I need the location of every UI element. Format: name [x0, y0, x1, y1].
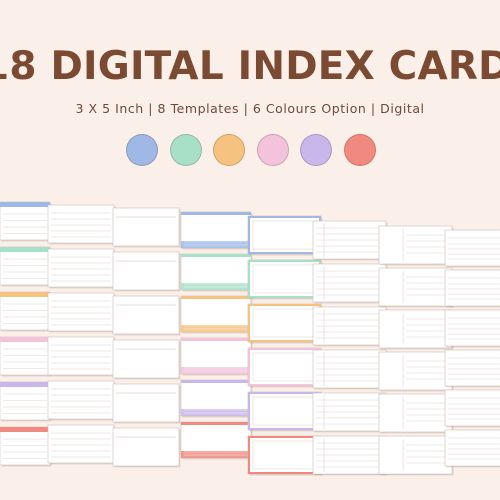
index-card	[247, 391, 323, 432]
card-colour-band	[181, 325, 251, 332]
index-card	[312, 306, 388, 347]
index-card	[180, 421, 253, 460]
index-card	[312, 263, 388, 304]
index-card	[112, 207, 181, 248]
index-card	[0, 336, 52, 377]
index-card	[47, 292, 116, 333]
index-card	[180, 295, 253, 334]
index-card	[47, 424, 116, 465]
index-card	[378, 267, 454, 308]
index-card	[180, 337, 253, 376]
index-card	[378, 393, 454, 434]
index-card	[47, 204, 116, 245]
index-card	[0, 381, 52, 422]
colour-swatch-pink	[256, 134, 289, 166]
index-card	[378, 309, 454, 350]
index-card	[180, 379, 253, 418]
colour-swatch-blue	[126, 134, 158, 166]
card-column-plain-grid	[444, 229, 500, 468]
index-card	[47, 380, 116, 421]
index-card	[312, 220, 388, 261]
index-card	[312, 392, 388, 433]
index-card	[180, 211, 253, 250]
card-column-band-bottom	[180, 211, 253, 460]
index-card	[0, 291, 52, 332]
colour-swatch-green	[169, 134, 202, 166]
card-colour-band	[181, 422, 251, 425]
index-card	[247, 303, 323, 344]
index-card	[444, 269, 500, 308]
colour-swatches	[126, 134, 376, 168]
card-column-lined-margin	[312, 220, 388, 476]
index-card	[112, 251, 181, 292]
colour-swatch-purple	[300, 134, 333, 166]
index-card	[180, 253, 253, 292]
colour-swatch-orange	[213, 134, 246, 166]
card-colour-band	[0, 337, 50, 342]
card-colour-band	[0, 382, 50, 387]
card-colour-band	[181, 241, 251, 248]
card-colour-band	[181, 296, 251, 299]
index-card	[444, 229, 500, 268]
index-card	[247, 215, 323, 256]
page-subtitle: 3 X 5 Inch | 8 Templates | 6 Colours Opt…	[75, 101, 425, 116]
index-card	[112, 339, 181, 380]
card-column-solid-top-band	[0, 201, 52, 467]
card-colour-band	[181, 212, 251, 215]
index-card	[247, 259, 323, 300]
card-column-inner-border	[247, 215, 323, 476]
index-card	[0, 426, 52, 467]
card-colour-band	[0, 292, 50, 297]
card-colour-band	[0, 427, 50, 432]
index-card	[312, 435, 388, 476]
index-card	[0, 201, 52, 242]
card-column-split-column	[378, 225, 454, 476]
index-card	[312, 349, 388, 390]
card-colour-band	[0, 202, 50, 207]
index-card	[247, 347, 323, 388]
card-colour-band	[181, 283, 251, 290]
card-colour-band	[181, 380, 251, 383]
index-card	[247, 435, 323, 476]
card-colour-band	[181, 338, 251, 341]
card-column-blank-with-header-line	[112, 207, 181, 468]
index-card	[47, 248, 116, 289]
index-card	[444, 349, 500, 388]
index-card	[112, 295, 181, 336]
index-card	[47, 336, 116, 377]
index-card	[0, 246, 52, 287]
index-card	[444, 389, 500, 428]
card-colour-band	[0, 247, 50, 252]
card-column-plain-lined	[47, 204, 116, 465]
index-card	[112, 427, 181, 468]
index-card	[378, 351, 454, 392]
index-card	[378, 435, 454, 476]
index-card	[444, 309, 500, 348]
card-colour-band	[181, 409, 251, 416]
colour-swatch-coral	[343, 134, 376, 166]
index-card	[112, 383, 181, 424]
page-title: 18 DIGITAL INDEX CARDS	[0, 44, 500, 89]
index-card	[378, 225, 454, 266]
card-colour-band	[181, 367, 251, 374]
card-colour-band	[181, 451, 251, 458]
card-colour-band	[181, 254, 251, 257]
index-card	[444, 429, 500, 468]
